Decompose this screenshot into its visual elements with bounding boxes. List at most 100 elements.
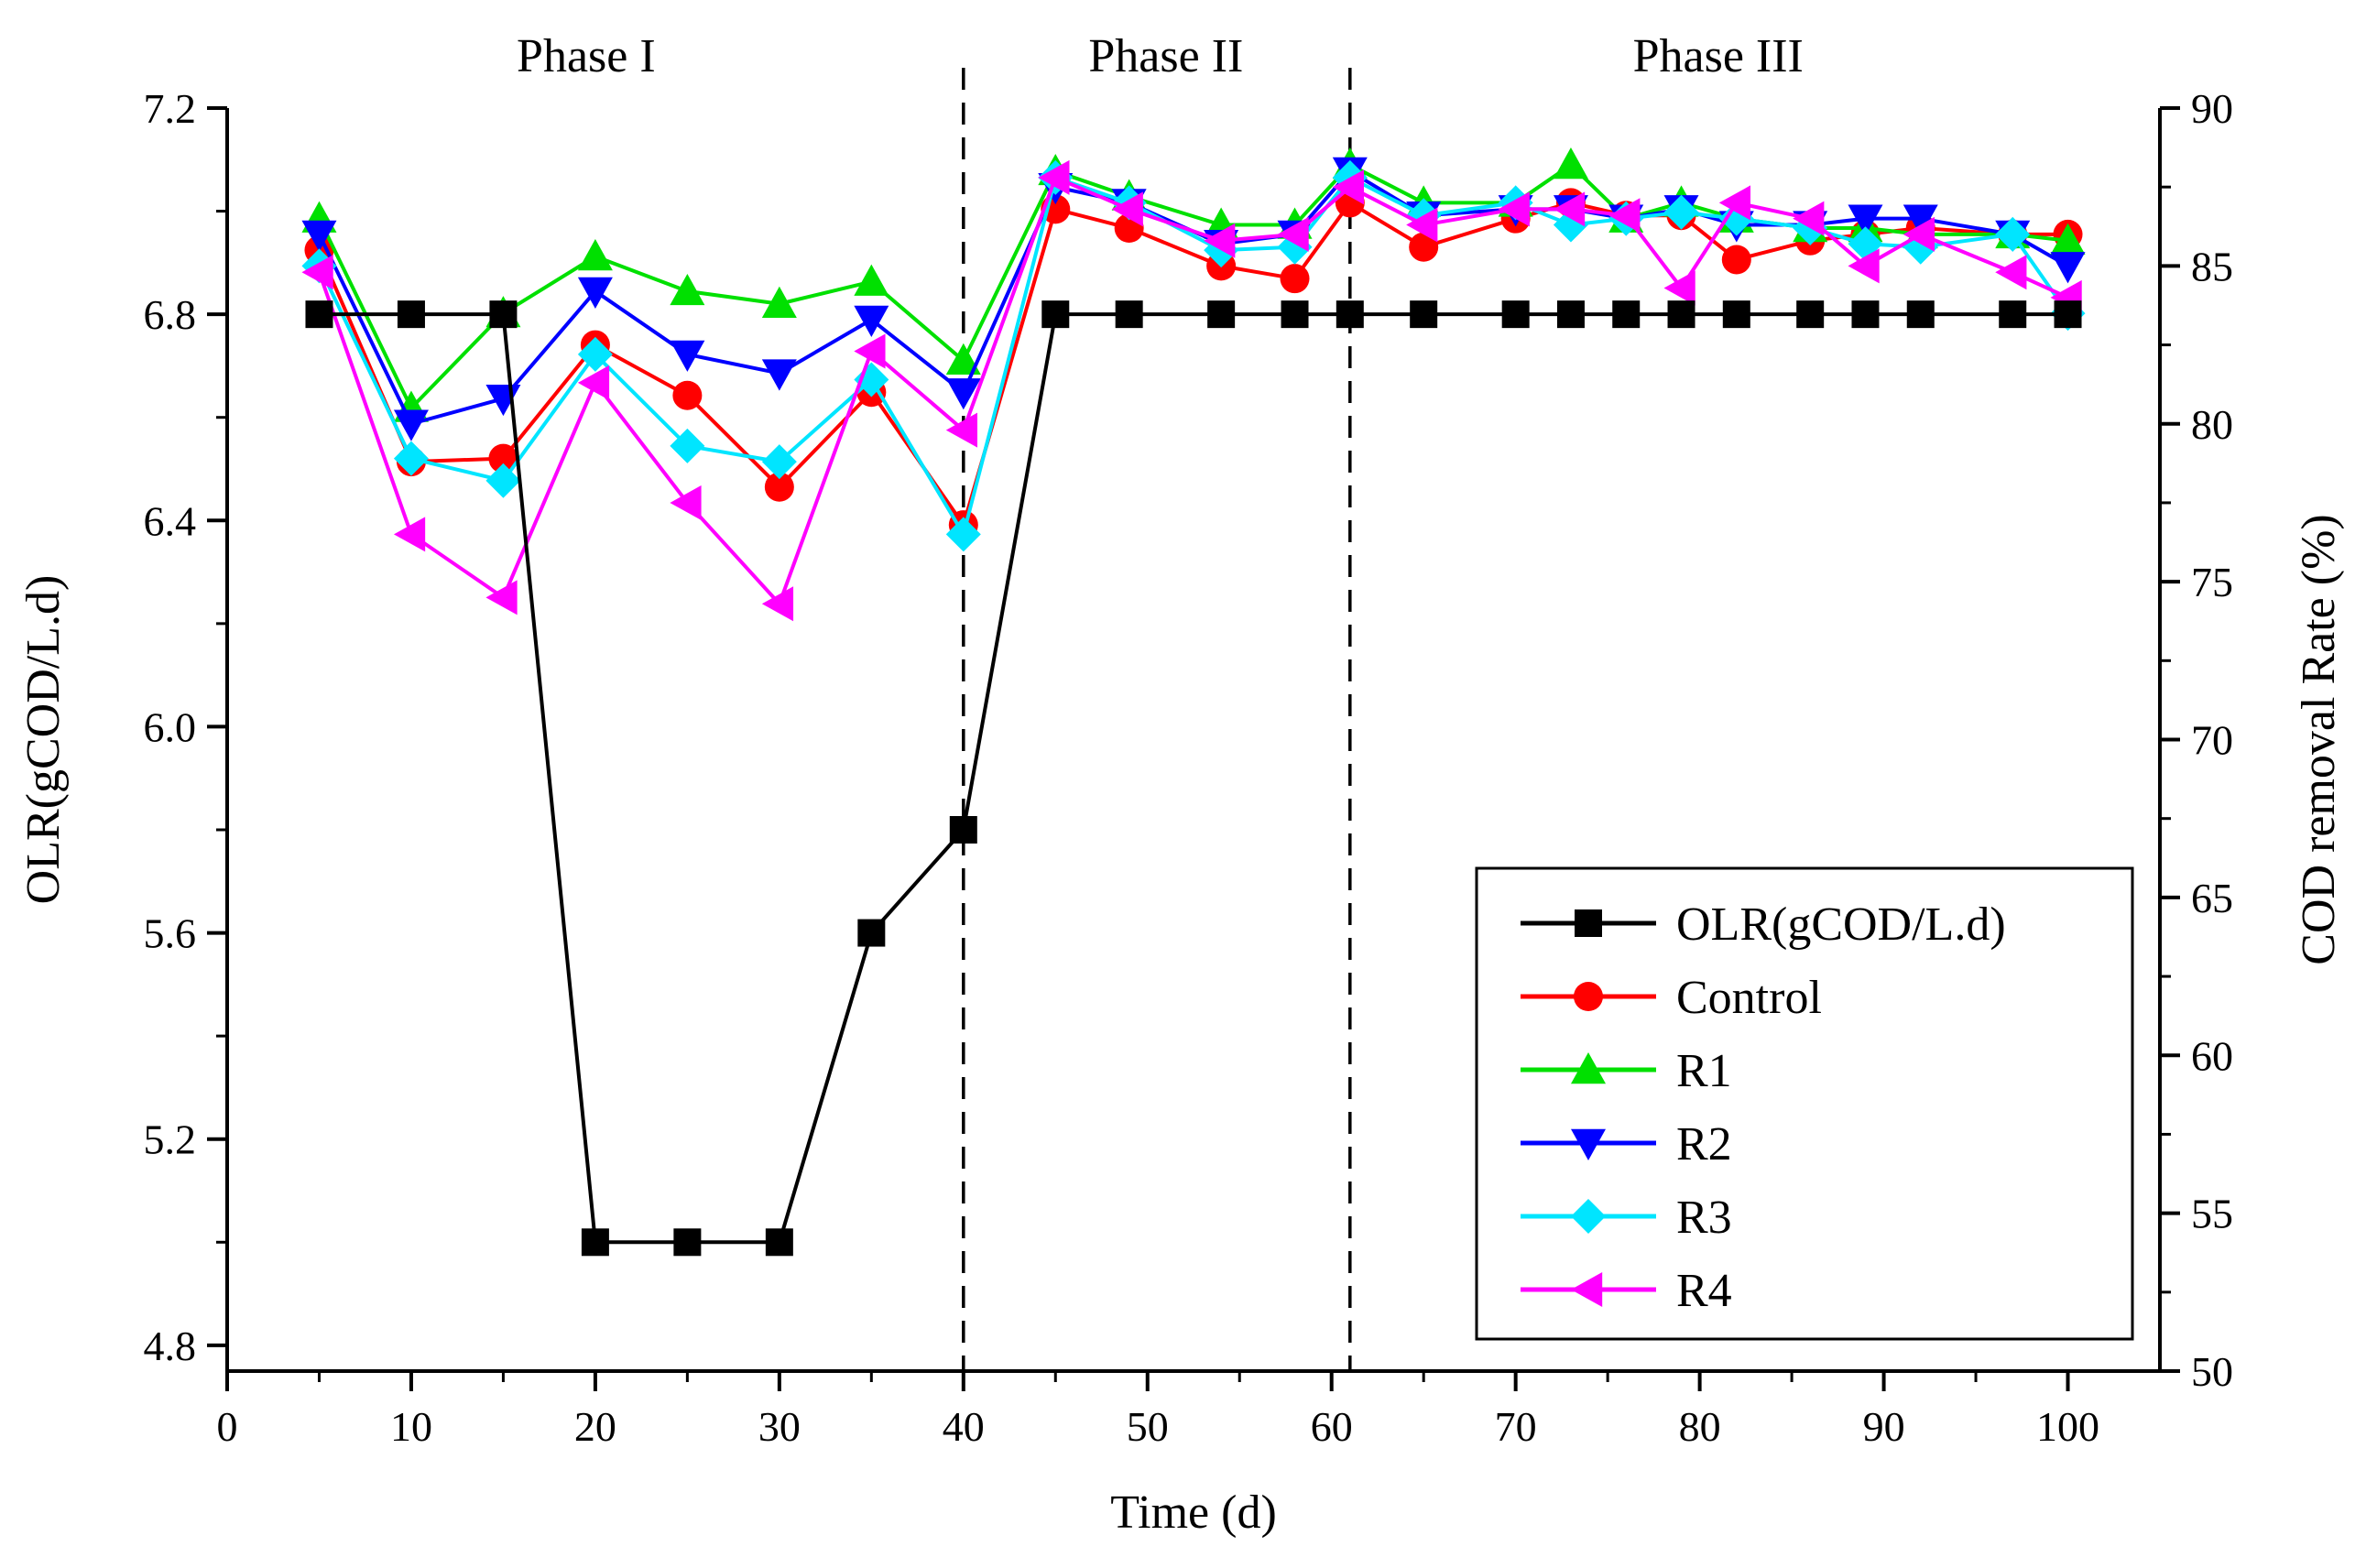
- legend-label: R2: [1676, 1118, 1732, 1171]
- y2-axis-title: COD removal Rate (%): [2293, 514, 2345, 964]
- phase-label: Phase I: [517, 30, 656, 82]
- y-tick-label: 5.2: [144, 1116, 197, 1163]
- data-point-r2: [945, 378, 981, 410]
- legend-label: R1: [1676, 1045, 1732, 1097]
- data-point-r4: [1498, 191, 1530, 227]
- y-tick-label: 6.0: [144, 703, 197, 750]
- data-point-r2: [301, 220, 337, 252]
- data-point-olr-gcod-l-d: [1410, 300, 1438, 329]
- data-point-olr-gcod-l-d: [1722, 300, 1750, 329]
- data-point-r4: [577, 365, 610, 400]
- y-tick-label: 5.6: [144, 910, 197, 957]
- data-point-r3: [485, 463, 521, 498]
- x-tick-label: 90: [1863, 1403, 1905, 1450]
- data-point-olr-gcod-l-d: [1041, 300, 1070, 329]
- x-tick-label: 20: [574, 1403, 616, 1450]
- legend-swatch-marker: [1571, 1272, 1603, 1307]
- data-point-olr-gcod-l-d: [1281, 300, 1309, 329]
- series-r4: [301, 159, 2082, 622]
- data-point-r4: [1038, 159, 1070, 195]
- y2-tick-label: 70: [2191, 717, 2233, 764]
- data-point-olr-gcod-l-d: [1115, 300, 1143, 329]
- legend-label: OLR(gCOD/L.d): [1676, 898, 2006, 951]
- data-point-r4: [1608, 198, 1641, 234]
- data-point-olr-gcod-l-d: [305, 300, 333, 329]
- legend-label: Control: [1676, 972, 1822, 1024]
- data-point-r2: [577, 277, 613, 309]
- legend-item: R3: [1521, 1192, 1732, 1244]
- data-point-olr-gcod-l-d: [1336, 300, 1364, 329]
- data-point-olr-gcod-l-d: [1851, 300, 1880, 329]
- data-point-r4: [945, 412, 978, 448]
- data-point-control: [488, 443, 518, 474]
- y2-tick-label: 90: [2191, 85, 2233, 132]
- data-point-r2: [670, 340, 705, 372]
- legend-box: [1475, 866, 2134, 1341]
- data-point-r1: [1553, 147, 1588, 180]
- y-tick-label: 4.8: [144, 1323, 197, 1369]
- x-tick-label: 60: [1311, 1403, 1353, 1450]
- data-point-olr-gcod-l-d: [581, 1228, 609, 1257]
- data-point-control: [764, 472, 794, 502]
- legend-label: R4: [1676, 1265, 1732, 1317]
- data-point-r3: [1663, 194, 1699, 230]
- y2-tick-label: 85: [2191, 243, 2233, 289]
- legend-item: OLR(gCOD/L.d): [1521, 898, 2006, 951]
- x-tick-label: 30: [758, 1403, 801, 1450]
- legend-label: R3: [1676, 1192, 1732, 1244]
- data-point-r4: [670, 485, 702, 520]
- data-point-olr-gcod-l-d: [2054, 300, 2082, 329]
- data-point-r4: [1406, 207, 1438, 243]
- legend-swatch-marker: [1575, 909, 1602, 937]
- data-point-r1: [945, 343, 981, 375]
- y2-tick-label: 65: [2191, 875, 2233, 921]
- legend-item: R2: [1521, 1118, 1732, 1171]
- data-point-r4: [1995, 255, 2027, 290]
- data-point-olr-gcod-l-d: [1612, 300, 1641, 329]
- data-point-r4: [1848, 248, 1880, 284]
- x-tick-label: 0: [217, 1403, 238, 1450]
- series-r2: [301, 157, 2086, 441]
- x-tick-label: 40: [943, 1403, 985, 1450]
- x-tick-label: 100: [2036, 1403, 2099, 1450]
- series-line-r2: [317, 169, 2069, 426]
- data-point-r4: [1332, 169, 1365, 205]
- x-tick-label: 10: [390, 1403, 432, 1450]
- data-point-olr-gcod-l-d: [489, 300, 518, 329]
- data-point-r2: [854, 305, 889, 337]
- data-point-r4: [854, 333, 886, 369]
- data-point-olr-gcod-l-d: [1906, 300, 1935, 329]
- data-point-r3: [1995, 216, 2031, 252]
- data-point-r2: [1903, 204, 1938, 236]
- y-tick-label: 6.8: [144, 291, 197, 338]
- data-point-olr-gcod-l-d: [1667, 300, 1695, 329]
- data-point-olr-gcod-l-d: [1999, 300, 2027, 329]
- data-point-r2: [2050, 252, 2086, 284]
- legend-item: R4: [1521, 1265, 1732, 1317]
- data-point-r3: [945, 517, 981, 552]
- x-axis-title: Time (d): [1110, 1486, 1277, 1539]
- y2-tick-label: 50: [2191, 1348, 2233, 1395]
- data-point-control: [672, 380, 703, 410]
- data-point-r1: [761, 286, 797, 318]
- x-tick-label: 50: [1127, 1403, 1169, 1450]
- legend: OLR(gCOD/L.d) Control R1 R2 R3 R4: [1475, 866, 2134, 1341]
- data-point-olr-gcod-l-d: [765, 1228, 793, 1257]
- data-point-r4: [1793, 201, 1825, 236]
- x-tick-label: 80: [1679, 1403, 1721, 1450]
- y-tick-label: 6.4: [144, 497, 197, 544]
- data-point-r2: [1848, 204, 1883, 236]
- data-point-r4: [301, 255, 333, 290]
- data-point-olr-gcod-l-d: [1207, 300, 1236, 329]
- data-point-r2: [393, 409, 429, 441]
- legend-item: Control: [1521, 972, 1822, 1024]
- data-point-r4: [761, 586, 794, 622]
- data-point-r4: [393, 517, 426, 552]
- x-tick-label: 70: [1495, 1403, 1537, 1450]
- data-point-olr-gcod-l-d: [1796, 300, 1825, 329]
- y2-tick-label: 80: [2191, 401, 2233, 448]
- data-point-r2: [761, 359, 797, 391]
- y2-tick-label: 55: [2191, 1191, 2233, 1237]
